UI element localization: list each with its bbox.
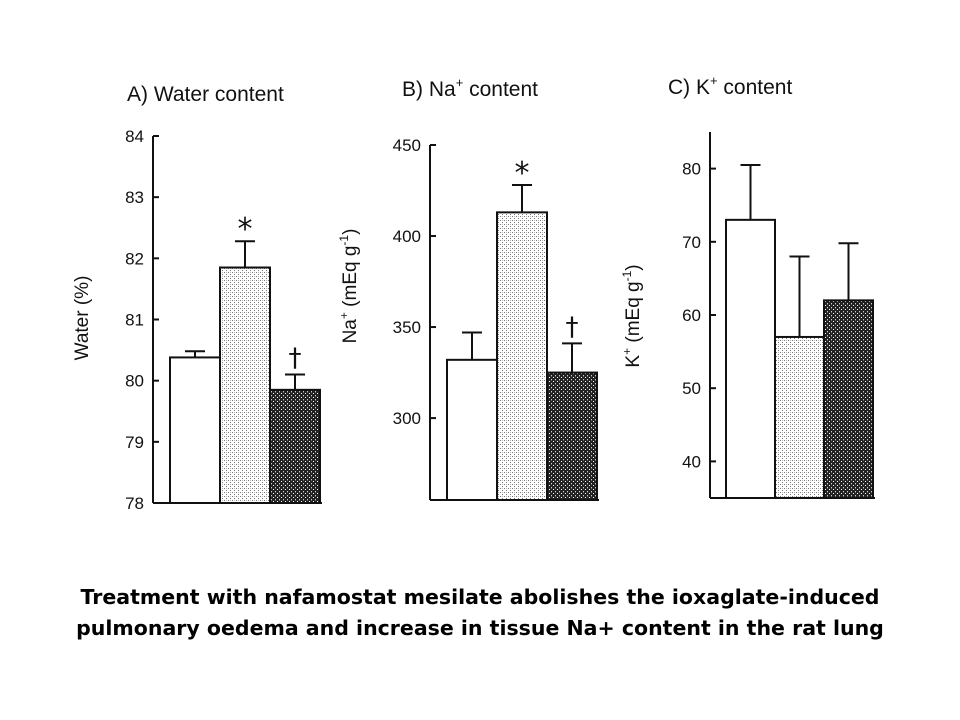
panel-c-y-tick-label-1: 50 — [682, 379, 701, 398]
panel-a: A) Water content Water (%) 78 79 80 81 82 83 8… — [72, 83, 322, 513]
panel-a-plot: 78 79 80 81 82 83 84 * † — [125, 127, 322, 513]
panel-b-annotation-3: † — [566, 312, 579, 342]
panel-a-y-tick-label-6: 84 — [125, 127, 144, 146]
panel-a-y-tick-label-0: 78 — [125, 494, 144, 513]
panel-a-y-axis-label: Water (%) — [72, 276, 93, 361]
panel-b-y-tick-label-3: 450 — [393, 136, 421, 155]
panel-a-annotation-2: * — [238, 212, 253, 247]
panel-a-annotation-3: † — [289, 344, 302, 374]
figure: A) Water content Water (%) 78 79 80 81 82 83 8… — [72, 73, 875, 513]
panel-a-title: A) Water content — [127, 83, 284, 106]
panel-a-y-tick-label-1: 79 — [125, 433, 144, 452]
panel-b-plot: 300 350 400 450 * † — [393, 136, 599, 502]
panel-a-y-tick-label-2: 80 — [125, 372, 144, 391]
panel-c: C) K+ content K+ (mEq g-1) 40 50 60 70 80 — [620, 73, 875, 499]
panel-c-plot: 40 50 60 70 80 — [682, 132, 875, 499]
caption-line-2: pulmonary oedema and increase in tissue … — [76, 616, 884, 640]
panel-b-bar-2 — [496, 211, 548, 501]
panel-b-y-tick-label-2: 400 — [393, 227, 421, 246]
panel-b-title: B) Na+ content — [402, 75, 538, 101]
panel-b-y-tick-label-1: 350 — [393, 318, 421, 337]
panel-c-bar-1 — [725, 218, 776, 499]
panel-a-bar-2 — [219, 266, 271, 504]
panel-a-y-tick-label-3: 81 — [125, 311, 144, 330]
caption-line-1: Treatment with nafamostat mesilate aboli… — [80, 585, 880, 609]
panel-c-y-tick-label-0: 40 — [682, 452, 701, 471]
panel-c-title: C) K+ content — [668, 73, 792, 99]
figure-caption: Treatment with nafamostat mesilate aboli… — [0, 582, 960, 644]
panel-c-y-tick-label-4: 80 — [682, 160, 701, 179]
panel-b-bar-3 — [546, 371, 598, 502]
panel-c-y-tick-label-3: 70 — [682, 233, 701, 252]
panel-a-y-tick-label-4: 82 — [125, 249, 144, 268]
panel-c-y-tick-label-2: 60 — [682, 306, 701, 325]
panel-b-title-sup: + — [456, 75, 464, 90]
panel-b-annotation-2: * — [515, 156, 530, 191]
panel-b: B) Na+ content Na+ (mEq g-1) 300 350 400 45… — [337, 75, 599, 502]
panel-a-bar-1 — [169, 356, 221, 504]
panel-a-bar-3 — [269, 388, 321, 505]
panel-c-bar-3 — [823, 299, 874, 499]
panel-b-y-tick-label-0: 300 — [393, 409, 421, 428]
panel-c-bar-2 — [774, 335, 825, 499]
panel-b-bar-1 — [446, 358, 498, 502]
panel-c-y-axis-label: K+ (mEq g-1) — [620, 264, 644, 367]
panel-b-y-axis-label: Na+ (mEq g-1) — [337, 229, 361, 344]
panel-c-title-sup: + — [710, 73, 718, 88]
panel-a-y-tick-label-5: 83 — [125, 188, 144, 207]
